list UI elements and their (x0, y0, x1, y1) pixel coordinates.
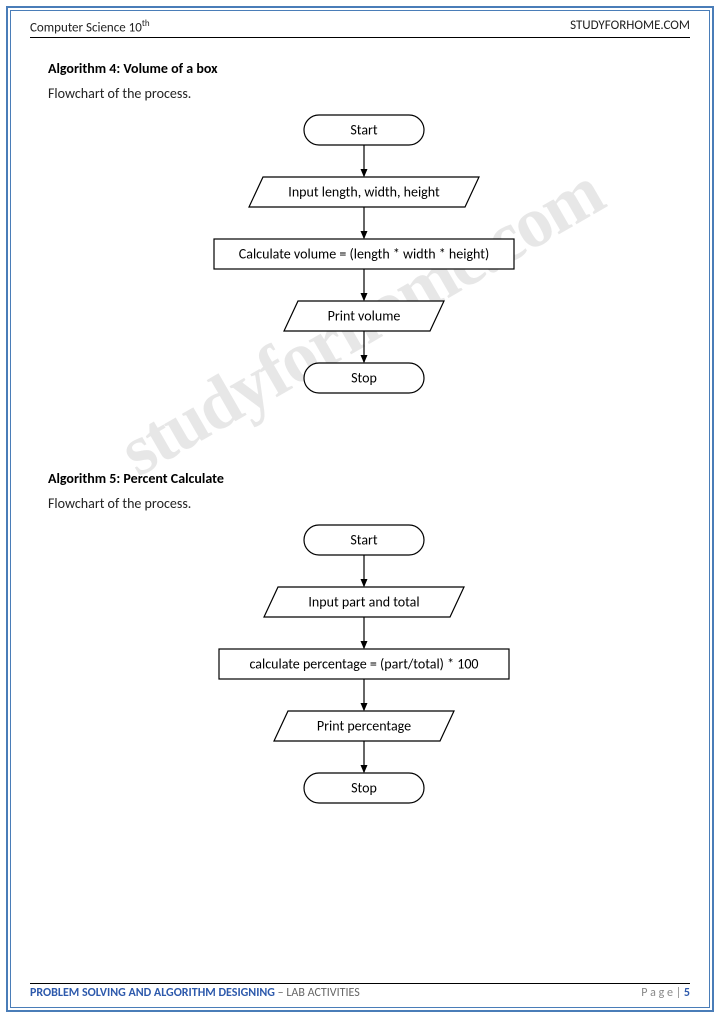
algo5-title-prefix: Algorithm 5: (48, 470, 123, 487)
svg-text:calculate percentage = (part/t: calculate percentage = (part/total) * 10… (249, 655, 478, 672)
algo5-title: Algorithm 5: Percent Calculate (48, 470, 680, 487)
page-content: Algorithm 4: Volume of a box Flowchart o… (48, 50, 680, 830)
svg-text:Calculate volume = (length * w: Calculate volume = (length * width * hei… (239, 245, 489, 262)
footer-title-gray: – LAB ACTIVITIES (275, 986, 360, 1000)
footer-page-label: P a g e | (641, 986, 684, 1000)
svg-text:Input part and total: Input part and total (308, 593, 419, 610)
footer-title-blue: PROBLEM SOLVING AND ALGORITHM DESIGNING (30, 986, 275, 1000)
header-left-text: Computer Science 10 (30, 20, 142, 35)
svg-text:Stop: Stop (351, 779, 377, 796)
algo4-title: Algorithm 4: Volume of a box (48, 60, 680, 77)
svg-text:Start: Start (350, 531, 378, 548)
algo5-title-text: Percent Calculate (123, 470, 223, 487)
footer-page-number: 5 (684, 986, 690, 1000)
header-right: STUDYFORHOME.COM (570, 18, 690, 35)
algo5-subtitle: Flowchart of the process. (48, 495, 680, 512)
algo4-subtitle: Flowchart of the process. (48, 85, 680, 102)
algo4-title-text: Volume of a box (123, 60, 217, 77)
header-left-sup: th (142, 18, 150, 29)
algo4-flowchart: Start Input length, width, height Calculat… (48, 112, 680, 402)
svg-text:Stop: Stop (351, 369, 377, 386)
svg-text:Print volume: Print volume (328, 307, 401, 324)
algo4-title-prefix: Algorithm 4: (48, 60, 123, 77)
footer-right: P a g e | 5 (641, 986, 690, 1000)
header-left: Computer Science 10th (30, 18, 150, 35)
footer-left: PROBLEM SOLVING AND ALGORITHM DESIGNING … (30, 986, 360, 1000)
svg-text:Input length, width, height: Input length, width, height (288, 183, 440, 200)
algo5-flowchart: Start Input part and total calculate perce… (48, 522, 680, 812)
svg-text:Print percentage: Print percentage (317, 717, 411, 734)
svg-text:Start: Start (350, 121, 378, 138)
page-footer: PROBLEM SOLVING AND ALGORITHM DESIGNING … (30, 983, 690, 1000)
spacer (48, 420, 680, 460)
page-header: Computer Science 10th STUDYFORHOME.COM (30, 18, 690, 38)
